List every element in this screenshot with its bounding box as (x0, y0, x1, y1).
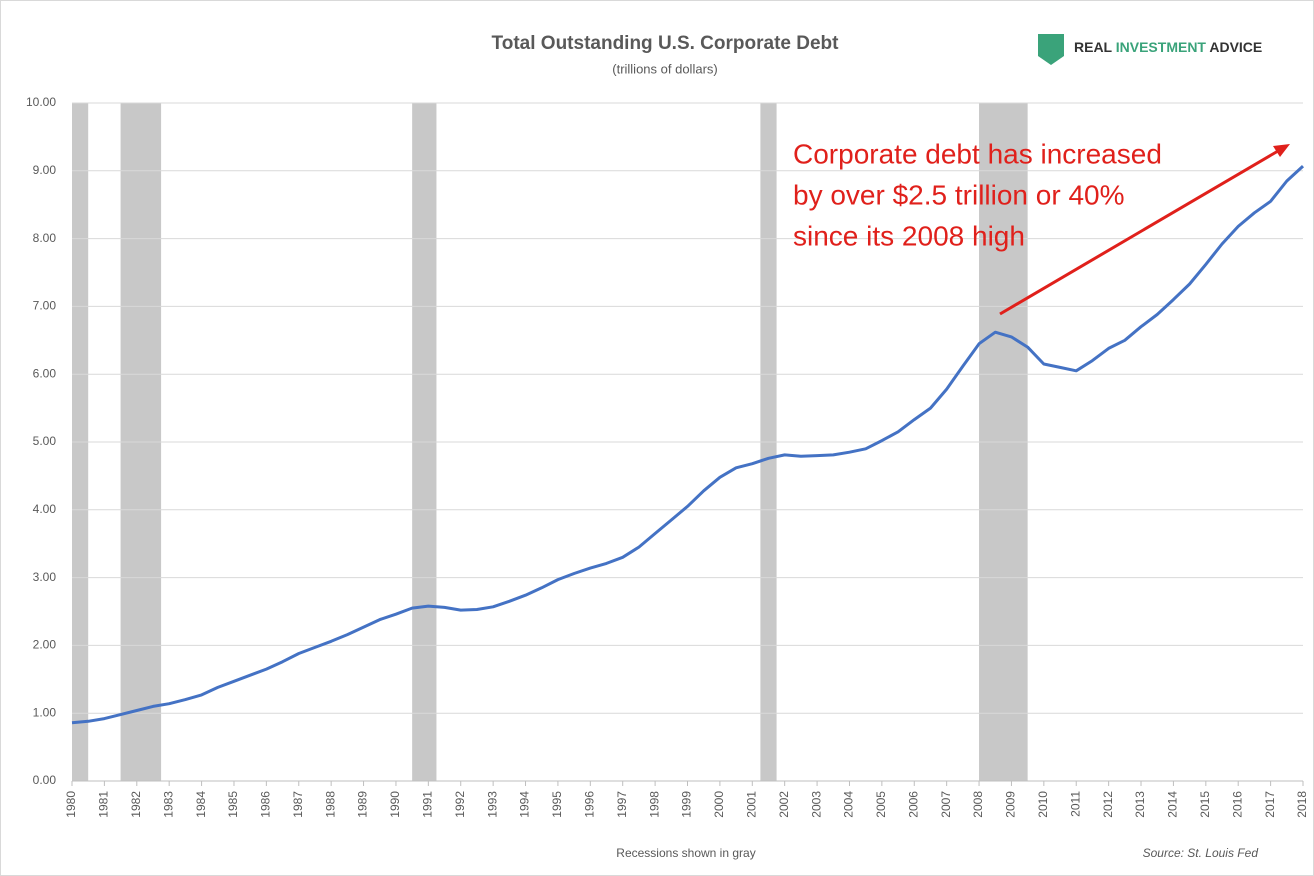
x-tick-label: 2000 (712, 791, 726, 818)
arrow-head (1273, 144, 1290, 157)
chart-title: Total Outstanding U.S. Corporate Debt (492, 33, 840, 54)
y-tick-label: 9.00 (33, 163, 57, 177)
y-tick-label: 5.00 (33, 434, 57, 448)
x-tick-label: 2011 (1068, 791, 1082, 817)
x-tick-label: 2004 (842, 791, 856, 818)
logo: REAL INVESTMENT ADVICE (1038, 34, 1262, 65)
data-line (71, 164, 1305, 725)
x-tick-label: 2001 (744, 791, 758, 818)
y-tick-label: 7.00 (33, 299, 57, 313)
x-tick-label: 2015 (1198, 791, 1212, 818)
x-tick-label: 1989 (356, 791, 370, 818)
footnote: Recessions shown in gray (616, 846, 755, 860)
annotation-line: by over $2.5 trillion or 40% (793, 179, 1125, 210)
x-tick-label: 1998 (647, 791, 661, 818)
x-tick-label: 1986 (259, 791, 273, 818)
x-tick-label: 1982 (129, 791, 143, 818)
annotation: Corporate debt has increased by over $2.… (793, 138, 1162, 251)
x-tick-label: 1983 (161, 791, 175, 818)
x-tick-label: 2013 (1133, 791, 1147, 818)
x-tick-label: 2005 (874, 791, 888, 818)
x-tick-label: 2017 (1263, 791, 1277, 818)
x-tick-label: 1988 (323, 791, 337, 818)
x-tick-label: 1999 (680, 791, 694, 818)
x-tick-label: 1993 (485, 791, 499, 818)
y-tick-label: 10.00 (26, 95, 56, 109)
x-tick-label: 1992 (453, 791, 467, 818)
x-tick-label: 2016 (1230, 791, 1244, 818)
x-tick-label: 1991 (421, 791, 435, 818)
y-tick-label: 8.00 (33, 231, 57, 245)
x-tick-label: 2003 (809, 791, 823, 818)
y-tick-label: 6.00 (33, 366, 57, 380)
x-tick-label: 1995 (550, 791, 564, 818)
annotation-line: since its 2008 high (793, 220, 1025, 251)
x-tick-label: 2007 (939, 791, 953, 818)
y-tick-label: 4.00 (33, 502, 57, 516)
x-tick-label: 1994 (518, 791, 532, 818)
brand-part: ADVICE (1209, 39, 1262, 55)
x-tick-label: 1987 (291, 791, 305, 818)
y-tick-label: 3.00 (33, 570, 57, 584)
x-tick-label: 1990 (388, 791, 402, 818)
y-tick-label: 0.00 (33, 773, 57, 787)
annotation-arrow (999, 149, 1279, 316)
svg-text:REAL INVESTMENT ADVICE: REAL INVESTMENT ADVICE (1074, 39, 1262, 55)
source: Source: St. Louis Fed (1143, 846, 1259, 860)
x-tick-label: 1985 (226, 791, 240, 818)
brand-part: REAL (1074, 39, 1113, 55)
chart-subtitle: (trillions of dollars) (612, 61, 717, 76)
brand-part: INVESTMENT (1116, 39, 1207, 55)
x-tick-label: 2008 (971, 791, 985, 818)
x-tick-label: 2014 (1166, 791, 1180, 818)
x-tick-label: 2010 (1036, 791, 1050, 818)
x-tick-label: 2012 (1101, 791, 1115, 818)
x-tick-label: 1997 (615, 791, 629, 818)
x-tick-label: 1996 (582, 791, 596, 818)
x-tick-label: 2009 (1004, 791, 1018, 818)
y-tick-label: 1.00 (33, 705, 57, 719)
y-tick-label: 2.00 (33, 638, 57, 652)
x-tick-label: 2006 (906, 791, 920, 818)
x-tick-label: 2002 (777, 791, 791, 818)
x-tick-label: 1984 (194, 791, 208, 818)
x-tick-label: 1981 (97, 791, 111, 818)
x-tick-label: 1980 (64, 791, 78, 818)
logo-shield (1038, 34, 1064, 65)
annotation-line: Corporate debt has increased (793, 138, 1162, 169)
x-tick-label: 2018 (1295, 791, 1309, 818)
